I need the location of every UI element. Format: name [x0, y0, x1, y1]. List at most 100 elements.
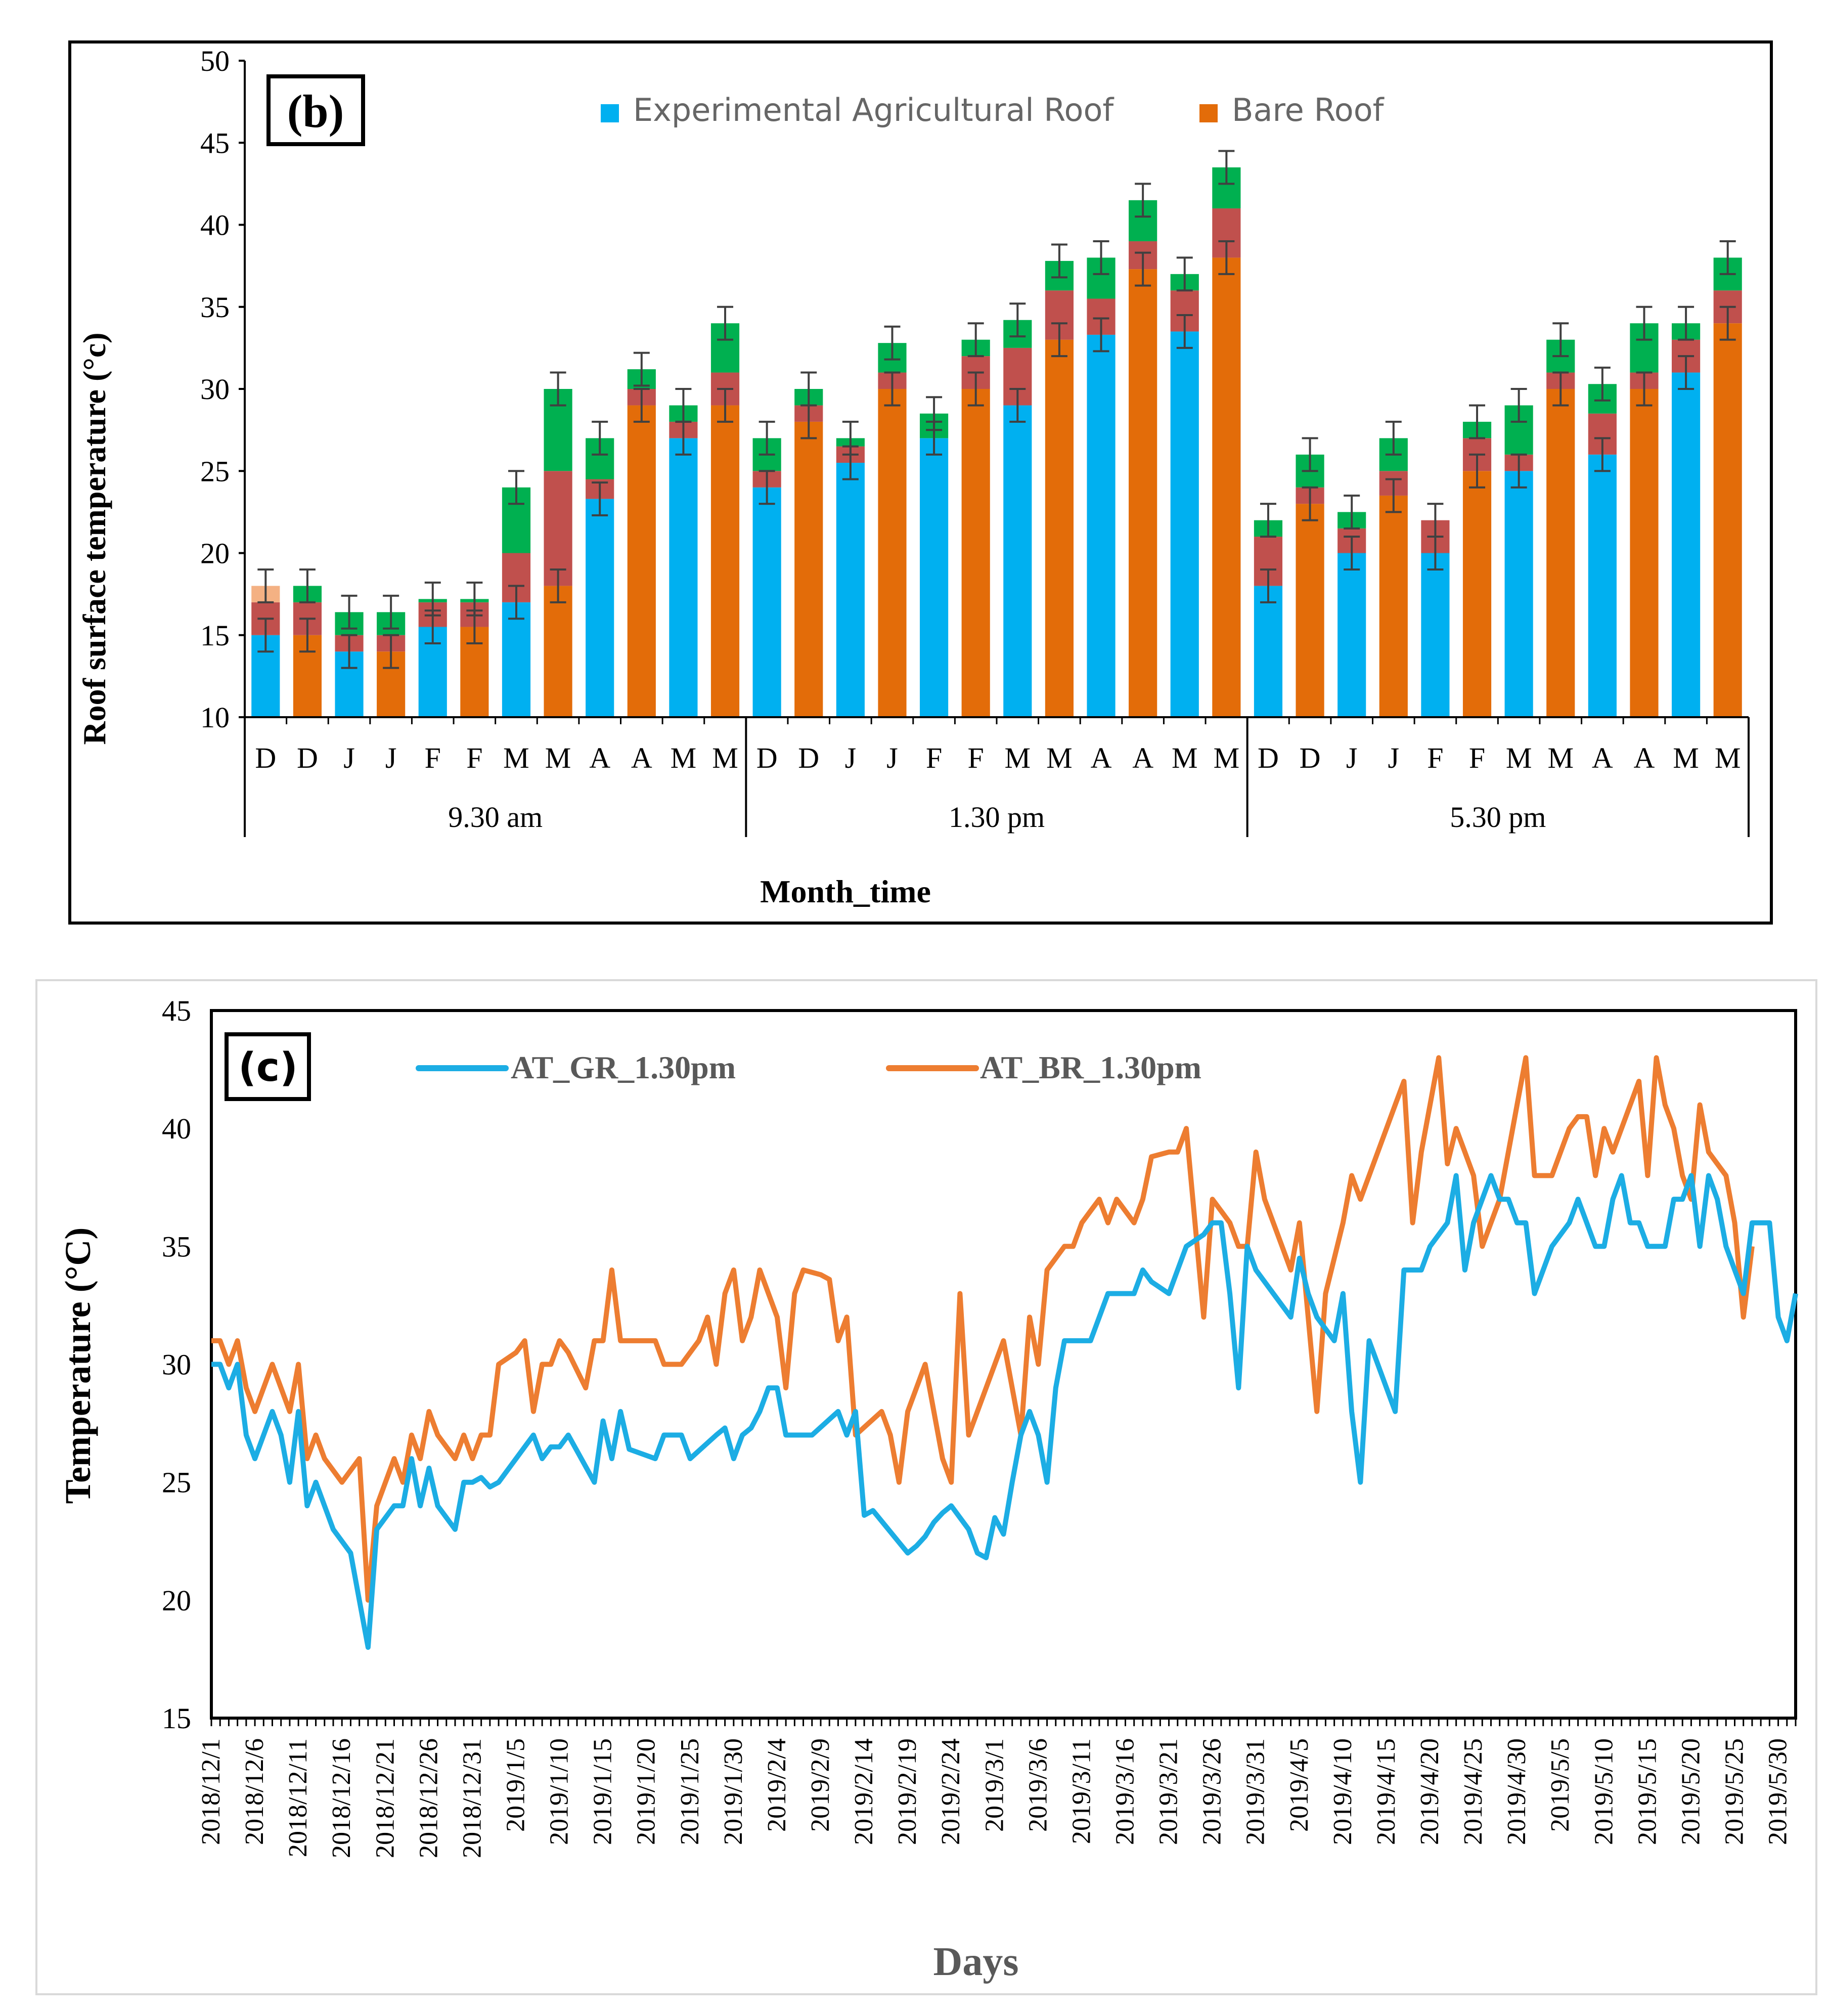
- panel-c-y-ticks: 15 20 25 30 35 40 45: [162, 994, 191, 1735]
- error-bars: [967, 322, 984, 407]
- bar-stack: [1588, 366, 1617, 717]
- bar-stack: [335, 594, 364, 717]
- panel-b-y-axis-title: Roof surface temperature (°c): [76, 332, 112, 744]
- b-category-label: F: [466, 741, 482, 774]
- bar-base-segment: [1212, 257, 1241, 717]
- legend-label-bare: Bare Roof: [1232, 92, 1385, 128]
- error-bars: [1594, 366, 1611, 472]
- error-bars: [1719, 240, 1736, 341]
- bar-base-segment: [1254, 586, 1283, 717]
- bar-stack: [293, 568, 322, 717]
- c-x-tick-label: 2019/2/19: [893, 1738, 922, 1845]
- error-bars: [257, 568, 274, 653]
- b-y-tick-label: 30: [200, 373, 230, 406]
- c-x-tick-label: 2019/5/20: [1676, 1738, 1705, 1845]
- bar-base-segment: [627, 405, 656, 717]
- bar-base-segment: [1170, 331, 1199, 717]
- b-category-label: A: [589, 741, 610, 774]
- c-x-tick-label: 2019/4/20: [1415, 1738, 1444, 1845]
- b-y-tick-label: 45: [200, 126, 230, 159]
- c-x-tick-label: 2018/12/26: [414, 1738, 443, 1858]
- b-category-label: M: [1715, 741, 1741, 774]
- bar-stack: [878, 325, 907, 717]
- bar-base-segment: [1588, 454, 1617, 717]
- panel-c-series: [211, 1055, 1798, 1650]
- c-x-tick-label: 2019/5/5: [1546, 1738, 1575, 1832]
- bar-stack: [418, 581, 447, 717]
- bar-base-segment: [1296, 504, 1324, 717]
- bar-stack: [627, 352, 656, 717]
- c-x-tick-label: 2018/12/21: [371, 1738, 399, 1858]
- error-bars: [759, 420, 775, 505]
- bar-base-segment: [710, 405, 740, 717]
- b-category-label: A: [1091, 741, 1112, 774]
- bar-base-segment: [961, 389, 990, 717]
- panel-b-bar-chart: (b) Experimental Agricultural Roof Bare …: [68, 40, 1773, 925]
- b-category-label: F: [1427, 741, 1443, 774]
- bar-stack: [794, 371, 823, 717]
- b-group-label: 9.30 am: [448, 801, 543, 834]
- c-x-tick-label: 2019/3/6: [1023, 1738, 1052, 1832]
- b-y-tick-label: 10: [200, 701, 230, 734]
- c-x-tick-label: 2019/1/20: [632, 1738, 661, 1845]
- panel-b-group-labels: 9.30 am 1.30 pm 5.30 pm: [448, 801, 1546, 834]
- b-category-label: M: [1673, 741, 1699, 774]
- c-x-tick-label: 2019/5/25: [1720, 1738, 1749, 1845]
- b-group-label: 1.30 pm: [949, 801, 1045, 834]
- b-category-label: M: [1172, 741, 1198, 774]
- bar-middle-segment: [544, 471, 572, 586]
- bar-stack: [1212, 150, 1241, 717]
- bar-stack: [1254, 503, 1283, 717]
- c-y-tick-label: 45: [162, 994, 191, 1027]
- error-bars: [550, 371, 566, 603]
- b-category-label: F: [926, 741, 942, 774]
- c-x-tick-label: 2019/1/25: [676, 1738, 704, 1845]
- panel-c-x-ticks: 2018/12/1 2018/12/6 2018/12/11 2018/12/16 20…: [197, 1718, 1797, 1858]
- error-bars: [1469, 404, 1486, 489]
- b-y-tick-label: 20: [200, 537, 230, 570]
- error-bars: [1344, 494, 1360, 571]
- b-category-label: F: [1469, 741, 1485, 774]
- bar-stack: [1045, 243, 1074, 717]
- b-category-label: M: [1506, 741, 1532, 774]
- panel-b-bars: [251, 150, 1742, 717]
- bar-stack: [1170, 256, 1199, 717]
- bar-base-segment: [1671, 372, 1701, 717]
- bar-stack: [1671, 305, 1701, 717]
- c-x-tick-label: 2019/4/5: [1285, 1738, 1314, 1832]
- panel-b-y-ticks: 10 15 20 25 30 35 40 45 50: [200, 45, 245, 734]
- bar-stack: [1129, 183, 1157, 717]
- b-category-label: J: [343, 741, 355, 774]
- c-x-tick-label: 2019/4/15: [1372, 1738, 1401, 1845]
- c-x-tick-label: 2018/12/1: [197, 1738, 226, 1845]
- error-bars: [299, 568, 316, 653]
- bar-base-segment: [1337, 553, 1366, 717]
- bar-base-segment: [878, 389, 907, 717]
- error-bars: [842, 420, 859, 480]
- b-category-label: M: [1005, 741, 1031, 774]
- error-bars: [1135, 183, 1151, 287]
- bar-base-segment: [836, 463, 865, 717]
- b-category-label: F: [425, 741, 441, 774]
- bar-base-segment: [1546, 389, 1575, 717]
- c-y-tick-label: 15: [162, 1702, 191, 1735]
- b-category-label: A: [1592, 741, 1613, 774]
- error-bars: [383, 594, 399, 669]
- legend-label-gr: AT_GR_1.30pm: [511, 1049, 736, 1085]
- error-bars: [1093, 240, 1109, 353]
- b-category-label: D: [1258, 741, 1279, 774]
- b-category-label: J: [1388, 741, 1400, 774]
- c-x-tick-label: 2019/5/15: [1633, 1738, 1662, 1845]
- error-bars: [1385, 420, 1402, 513]
- b-category-label: D: [297, 741, 318, 774]
- c-x-tick-label: 2019/3/16: [1111, 1738, 1140, 1845]
- error-bars: [341, 594, 358, 669]
- bar-stack: [1713, 240, 1742, 717]
- bar-stack: [1504, 388, 1533, 717]
- c-x-tick-label: 2019/2/14: [850, 1738, 878, 1845]
- c-x-tick-label: 2018/12/16: [327, 1738, 356, 1858]
- bar-base-segment: [1462, 471, 1492, 717]
- bar-base-segment: [1087, 334, 1116, 717]
- b-category-label: J: [385, 741, 397, 774]
- panel-b-axes: [244, 61, 1750, 837]
